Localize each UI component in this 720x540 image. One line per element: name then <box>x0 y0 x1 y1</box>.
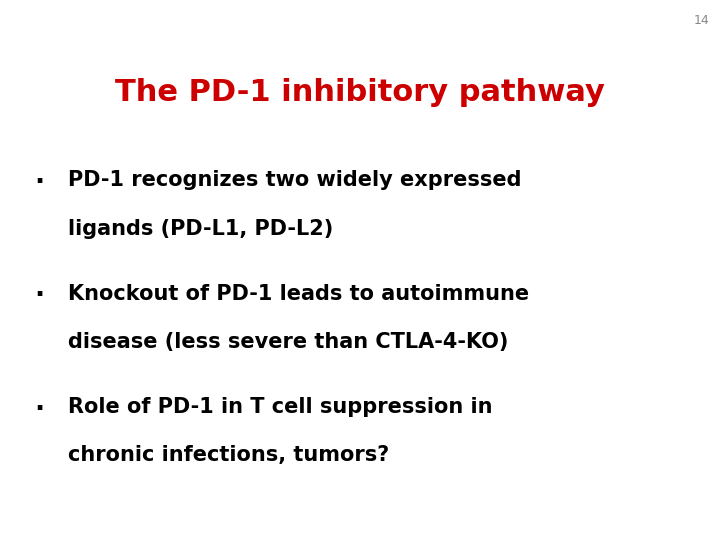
Text: chronic infections, tumors?: chronic infections, tumors? <box>68 446 390 465</box>
Text: 14: 14 <box>693 14 709 26</box>
Text: PD-1 recognizes two widely expressed: PD-1 recognizes two widely expressed <box>68 170 522 190</box>
Text: ligands (PD-L1, PD-L2): ligands (PD-L1, PD-L2) <box>68 219 333 239</box>
Text: Role of PD-1 in T cell suppression in: Role of PD-1 in T cell suppression in <box>68 397 493 417</box>
Text: ·: · <box>35 397 45 423</box>
Text: Knockout of PD-1 leads to autoimmune: Knockout of PD-1 leads to autoimmune <box>68 284 529 303</box>
Text: ·: · <box>35 170 45 196</box>
Text: disease (less severe than CTLA-4-KO): disease (less severe than CTLA-4-KO) <box>68 332 509 352</box>
Text: ·: · <box>35 284 45 309</box>
Text: The PD-1 inhibitory pathway: The PD-1 inhibitory pathway <box>115 78 605 107</box>
